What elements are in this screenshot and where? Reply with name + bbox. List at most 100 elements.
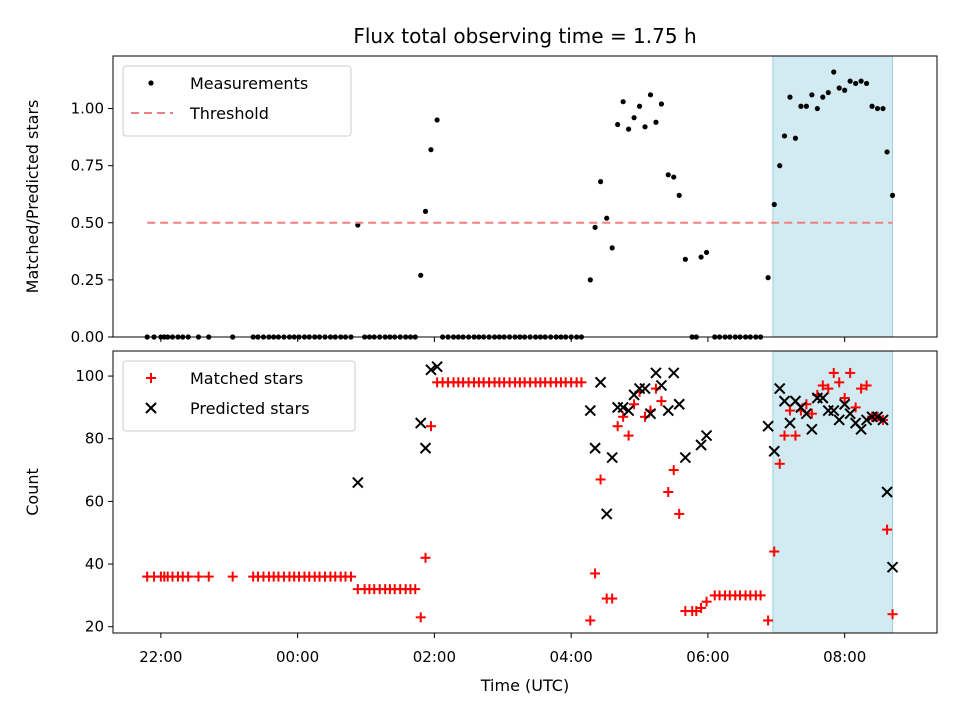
data-point xyxy=(316,334,323,340)
data-point xyxy=(636,103,643,109)
y-axis-label: Count xyxy=(23,468,42,516)
data-point xyxy=(576,377,587,388)
data-point xyxy=(195,334,202,340)
data-point xyxy=(419,442,432,454)
x-stroke xyxy=(789,395,802,407)
data-point xyxy=(507,334,513,340)
data-point xyxy=(291,334,297,340)
data-point xyxy=(296,334,302,340)
data-point xyxy=(589,442,601,454)
data-point xyxy=(825,89,831,96)
data-point xyxy=(642,124,648,130)
data-point xyxy=(203,571,214,582)
x-axis-label: Time (UTC) xyxy=(480,676,569,695)
data-point xyxy=(682,256,688,262)
data-point xyxy=(777,163,783,169)
x-tick-label: 02:00 xyxy=(413,648,456,666)
x-stroke xyxy=(606,451,618,464)
data-point xyxy=(501,334,507,340)
data-point xyxy=(665,172,671,178)
data-point xyxy=(151,334,157,340)
data-point xyxy=(617,401,629,414)
data-point xyxy=(548,334,554,340)
legend-label: Measurements xyxy=(190,74,308,93)
x-tick-label: 04:00 xyxy=(550,648,593,666)
y-tick-label: 80 xyxy=(85,430,104,448)
data-point xyxy=(165,334,171,340)
data-point xyxy=(701,596,712,607)
data-point xyxy=(845,367,856,378)
data-point xyxy=(227,571,238,582)
data-point xyxy=(465,334,472,340)
data-point xyxy=(185,334,191,340)
data-point xyxy=(768,445,780,457)
data-point xyxy=(787,94,793,100)
data-point xyxy=(727,334,733,340)
data-point xyxy=(255,334,261,340)
data-point xyxy=(366,334,373,340)
data-point xyxy=(312,334,318,340)
x-stroke xyxy=(639,382,651,395)
data-point xyxy=(695,439,707,451)
data-point xyxy=(574,334,580,340)
data-point xyxy=(420,552,431,563)
data-point xyxy=(658,101,665,107)
data-point xyxy=(842,87,848,93)
data-point xyxy=(609,245,615,251)
chart-title: Flux total observing time = 1.75 h xyxy=(353,24,696,48)
x-stroke xyxy=(844,407,856,420)
data-point xyxy=(352,476,364,489)
data-point xyxy=(655,379,668,392)
data-point xyxy=(790,430,801,441)
data-point xyxy=(784,405,795,416)
data-point xyxy=(855,423,867,436)
data-point xyxy=(732,334,738,340)
legend-label: Threshold xyxy=(189,104,269,123)
data-point xyxy=(527,334,533,340)
x-stroke xyxy=(768,445,780,457)
data-point xyxy=(558,334,564,340)
data-point xyxy=(877,414,889,426)
x-axis-ticks: 22:00 00:00 02:00 04:00 06:00 08:00 xyxy=(139,648,866,666)
data-point xyxy=(742,334,749,340)
data-point xyxy=(850,402,861,413)
data-point xyxy=(587,277,593,283)
x-tick-label: 08:00 xyxy=(823,648,866,666)
data-point xyxy=(662,404,674,417)
data-point xyxy=(496,334,502,340)
data-point xyxy=(286,334,293,340)
data-point xyxy=(342,334,349,340)
data-point xyxy=(668,465,679,476)
x-tick-label: 00:00 xyxy=(276,648,319,666)
x-stroke xyxy=(860,414,873,426)
x-stroke xyxy=(655,379,668,392)
data-point xyxy=(422,208,429,214)
data-point xyxy=(781,133,788,139)
data-point xyxy=(322,334,328,340)
data-point xyxy=(716,334,723,340)
data-point xyxy=(622,404,635,417)
data-point xyxy=(410,584,421,595)
data-point xyxy=(397,334,403,340)
legend-label: Predicted stars xyxy=(190,399,310,418)
data-point xyxy=(884,149,890,155)
data-point xyxy=(817,380,828,391)
data-point xyxy=(584,404,597,417)
x-stroke xyxy=(833,414,845,426)
data-point xyxy=(301,334,308,340)
data-point xyxy=(607,593,618,604)
data-point xyxy=(431,360,443,373)
data-point xyxy=(611,401,624,414)
x-stroke xyxy=(425,364,437,376)
data-point xyxy=(553,334,559,340)
data-point xyxy=(522,334,528,340)
data-point xyxy=(434,117,440,123)
x-stroke xyxy=(817,392,829,404)
data-point xyxy=(693,334,699,340)
data-point xyxy=(778,395,791,407)
data-point xyxy=(332,334,338,340)
data-point xyxy=(663,487,674,497)
data-point xyxy=(183,571,194,582)
x-stroke xyxy=(419,442,432,454)
legend-marker xyxy=(146,373,156,383)
